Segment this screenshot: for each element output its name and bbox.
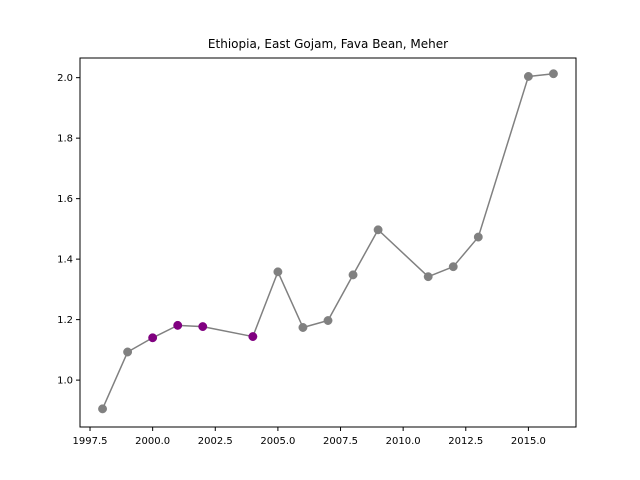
x-tick-label: 2015.0	[511, 436, 546, 447]
y-tick-label: 1.0	[57, 376, 73, 387]
x-tick-label: 2002.5	[198, 436, 233, 447]
data-point	[98, 404, 107, 414]
data-point	[473, 232, 483, 242]
data-point	[549, 69, 558, 79]
data-point	[273, 267, 283, 277]
y-tick-label: 1.8	[57, 134, 73, 145]
y-tick-label: 1.6	[57, 194, 73, 205]
data-point	[123, 347, 133, 357]
axes-frame	[79, 57, 577, 428]
x-tick-label: 2010.0	[386, 436, 421, 447]
plot-area: 1997.5 2000.0 2002.5 2005.0 2007.5 2010.0 2012…	[57, 69, 558, 447]
x-tick-label: 2000.0	[135, 436, 170, 447]
data-point	[323, 316, 333, 325]
x-tick-label: 2007.5	[323, 436, 358, 447]
data-point	[423, 272, 433, 282]
chart-title: Ethiopia, East Gojam, Fava Bean, Meher	[208, 37, 448, 51]
data-point	[173, 320, 183, 330]
series-line	[101, 72, 554, 410]
data-point	[148, 333, 158, 343]
x-tick-label: 2012.5	[448, 436, 483, 447]
data-point	[348, 270, 358, 280]
y-tick-label: 1.2	[57, 315, 73, 326]
data-point	[248, 332, 258, 342]
data-point	[373, 225, 383, 235]
x-tick-label: 1997.5	[73, 436, 108, 447]
data-point	[198, 322, 208, 332]
y-tick-label: 2.0	[57, 73, 73, 84]
data-point	[523, 72, 533, 81]
x-tick-label: 2005.0	[260, 436, 295, 447]
y-tick-label: 1.4	[57, 255, 73, 266]
data-point	[298, 323, 308, 332]
data-point	[448, 262, 458, 272]
